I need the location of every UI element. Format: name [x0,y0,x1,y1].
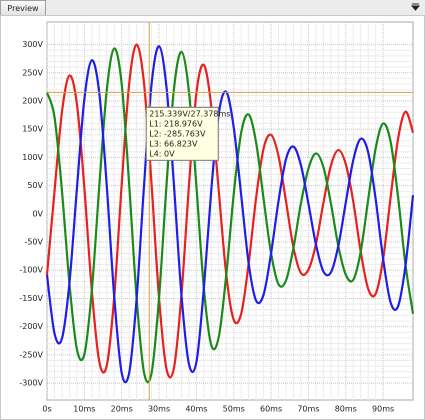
tooltip-line: 215.339V/27.378ms [149,109,230,118]
x-tick-label: 40ms [185,405,207,414]
series-line [45,43,415,379]
cursor-tooltip [145,106,219,161]
menu-arrow[interactable] [410,3,421,11]
series-line [45,47,415,384]
x-tick-label: 50ms [223,405,245,414]
y-tick-label: 0V [32,209,43,218]
y-tick-label: 100V [22,153,43,162]
x-tick-label: 0s [42,405,51,414]
y-tick-label: -50V [24,238,43,247]
y-tick-label: 50V [27,181,43,190]
x-tick-label: 80ms [335,405,357,414]
y-tick-label: 250V [22,68,43,77]
x-tick-label: 60ms [260,405,282,414]
tab-label[interactable]: Preview [7,4,39,13]
series-line [45,45,415,384]
y-tick-label: 300V [22,40,43,49]
x-tick-label: 90ms [372,405,394,414]
y-tick-label: -150V [19,294,43,303]
y-tick-label: -200V [19,322,43,331]
tooltip-line: L1: 218.976V [149,119,203,128]
tab-strip [0,0,425,15]
y-tick-label: -100V [19,266,43,275]
tooltip-line: L4: 0V [149,149,175,158]
x-tick-label: 30ms [148,405,170,414]
y-tick-label: 200V [22,96,43,105]
x-tick-label: 20ms [111,405,133,414]
y-tick-label: -300V [19,379,43,388]
tooltip-line: L3: 66.823V [149,139,198,148]
x-tick-label: 70ms [297,405,319,414]
y-tick-label: -250V [19,350,43,359]
x-tick-label: 10ms [73,405,95,414]
y-tick-label: 150V [22,125,43,134]
tooltip-line: L2: -285.763V [149,129,206,138]
